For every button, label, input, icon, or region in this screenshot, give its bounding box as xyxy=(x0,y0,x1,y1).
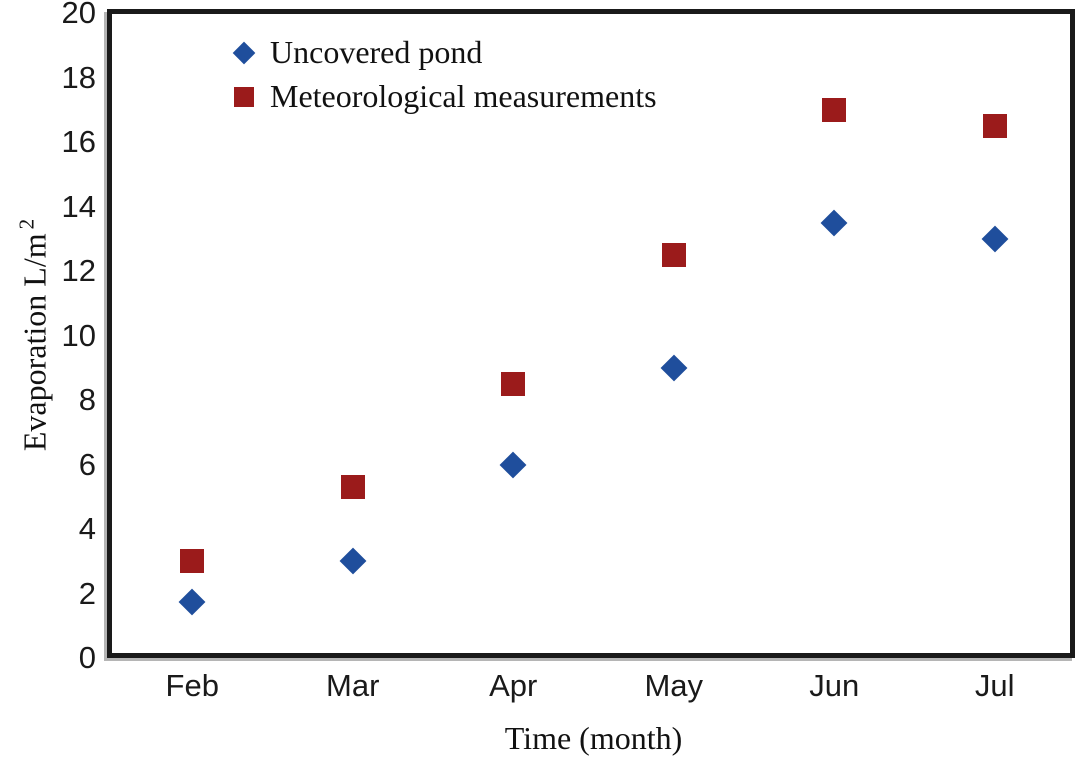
square-marker-icon xyxy=(226,79,262,115)
data-point-meteorological-measurements xyxy=(340,475,365,500)
x-tick-label: Jun xyxy=(809,668,860,703)
y-tick-label: 0 xyxy=(78,640,96,675)
x-tick-label: Mar xyxy=(326,668,380,703)
data-point-meteorological-measurements xyxy=(661,242,686,267)
data-point-meteorological-measurements xyxy=(982,113,1007,138)
legend: Uncovered pond Meteorological measuremen… xyxy=(226,32,657,117)
x-tick-label: Feb xyxy=(165,668,219,703)
legend-label: Meteorological measurements xyxy=(270,78,657,114)
y-tick-label: 8 xyxy=(78,382,96,417)
y-tick-label: 4 xyxy=(78,511,96,546)
x-tick-label: Apr xyxy=(489,668,538,703)
data-point-meteorological-measurements xyxy=(180,549,205,574)
y-tick-label: 12 xyxy=(61,253,96,288)
x-tick-label: Jul xyxy=(974,668,1015,703)
data-point-meteorological-measurements xyxy=(501,371,526,396)
y-tick-label: 6 xyxy=(78,446,96,482)
y-tick-label: 16 xyxy=(61,124,96,159)
legend-label: Uncovered pond xyxy=(270,34,483,70)
plot-area-frame xyxy=(107,9,1075,658)
y-tick-label: 18 xyxy=(61,59,96,95)
y-tick-label: 10 xyxy=(61,317,96,353)
x-tick-label: May xyxy=(644,668,704,703)
x-axis-title: Time (month) xyxy=(504,720,683,756)
diamond-marker-icon xyxy=(226,35,262,71)
y-tick-label: 14 xyxy=(61,188,96,224)
legend-item-uncovered-pond: Uncovered pond xyxy=(226,32,657,73)
y-tick-label: 2 xyxy=(78,575,96,611)
y-tick-label: 20 xyxy=(61,0,96,30)
legend-item-meteorological-measurements: Meteorological measurements xyxy=(226,76,657,117)
data-point-meteorological-measurements xyxy=(822,97,847,122)
